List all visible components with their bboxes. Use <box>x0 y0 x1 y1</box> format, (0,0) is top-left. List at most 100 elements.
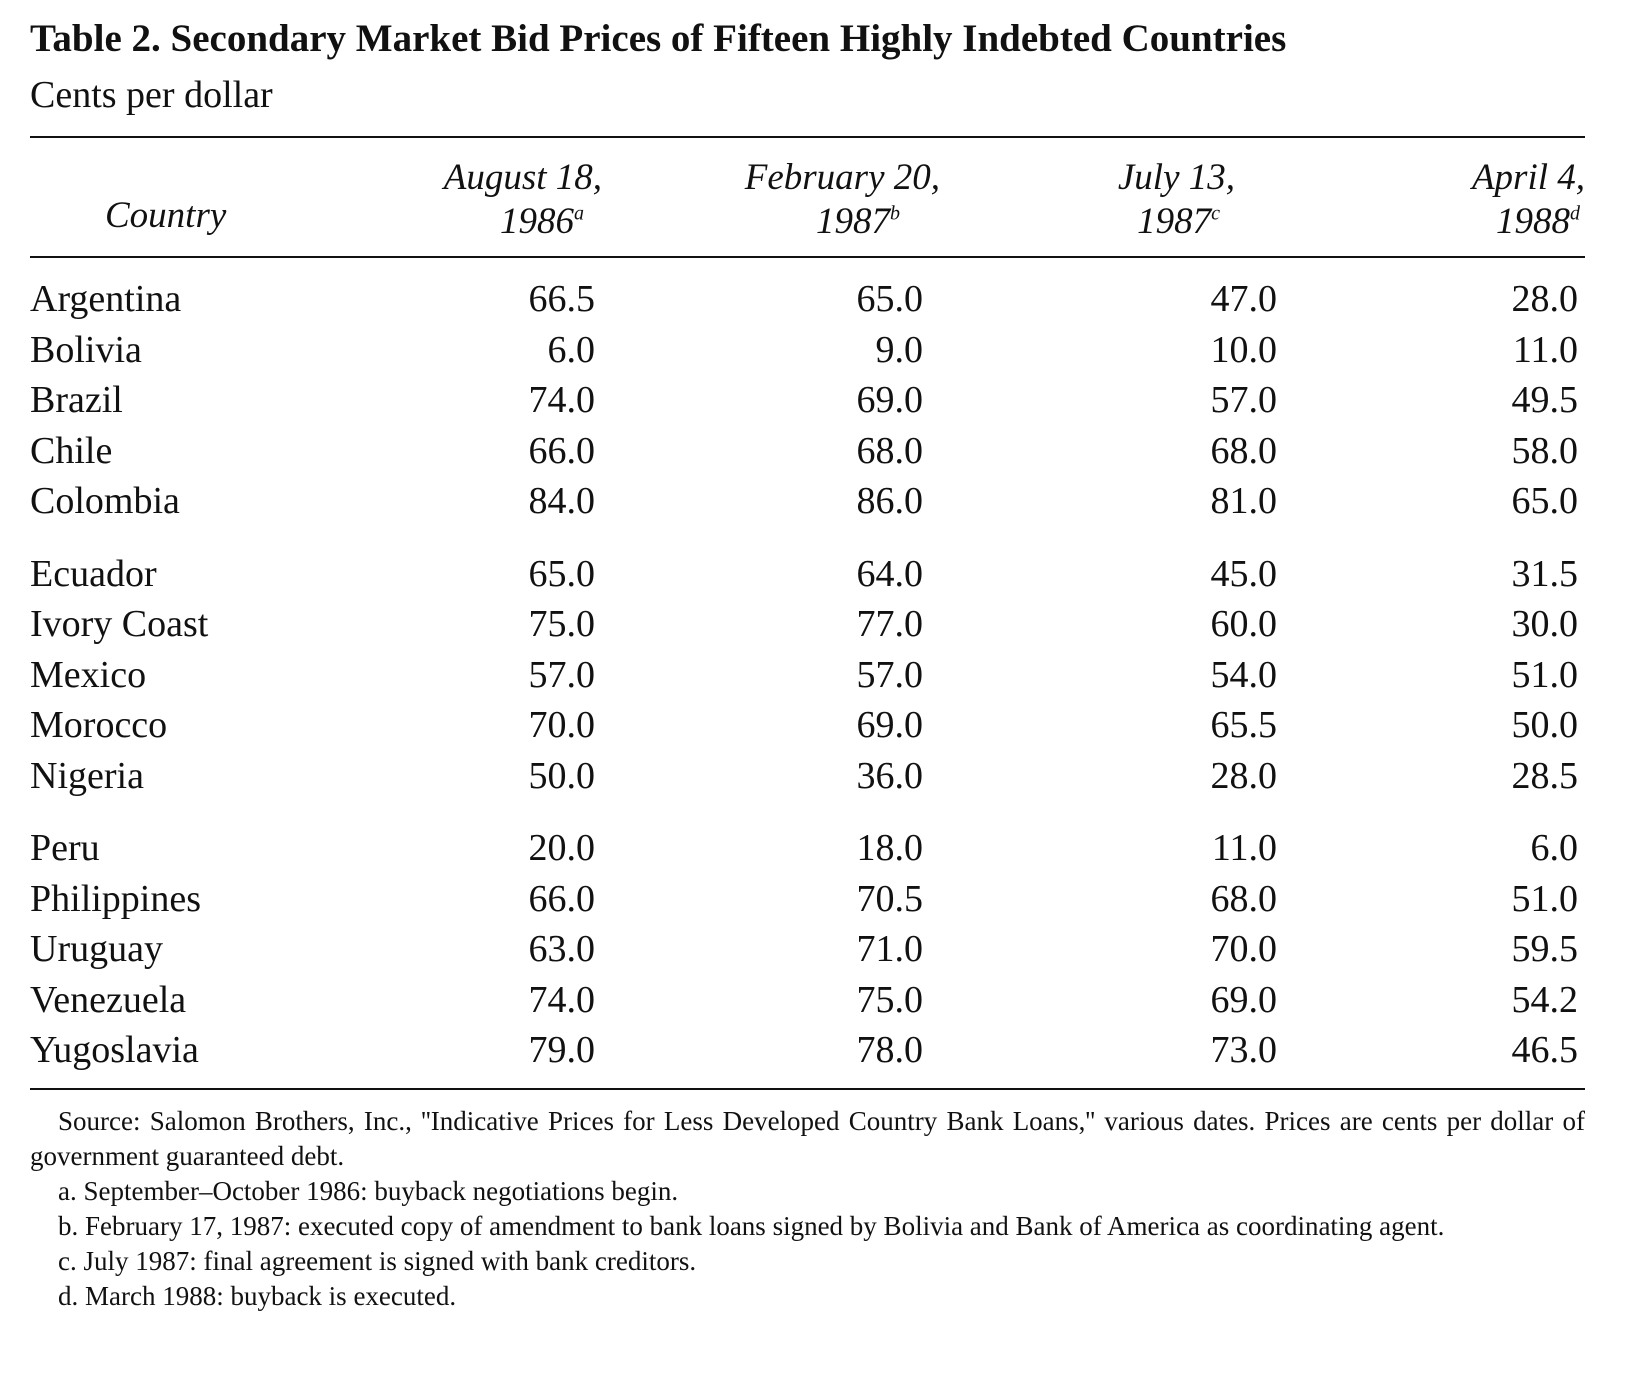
table-row: Philippines 66.0 70.5 68.0 51.0 <box>30 874 1585 925</box>
header-jul-1987-line2: 1987c <box>1137 201 1220 242</box>
cell-value: 71.0 <box>856 928 924 970</box>
cell-value: 77.0 <box>856 603 924 645</box>
cell-country: Yugoslavia <box>30 1029 199 1071</box>
cell-value: 69.0 <box>1210 978 1278 1021</box>
cell-value: 50.0 <box>528 754 596 797</box>
cell-value: 57.0 <box>528 653 596 696</box>
cell-value: 65.0 <box>528 552 596 595</box>
cell-value: 65.0 <box>856 278 924 320</box>
table-row: Ivory Coast 75.0 77.0 60.0 30.0 <box>30 599 1585 650</box>
cell-value: 70.5 <box>856 877 924 920</box>
table-row: Chile 66.0 68.0 68.0 58.0 <box>30 426 1585 477</box>
table-row: Brazil 74.0 69.0 57.0 49.5 <box>30 375 1585 426</box>
cell-value: 59.5 <box>1511 928 1579 970</box>
table-row: Venezuela 74.0 75.0 69.0 54.2 <box>30 975 1585 1026</box>
table-row: Ecuador 65.0 64.0 45.0 31.5 <box>30 549 1585 600</box>
header-rule <box>30 256 1585 258</box>
cell-value: 46.5 <box>1511 1029 1579 1071</box>
cell-value: 69.0 <box>856 704 924 746</box>
header-aug-1986-line1: August 18, <box>443 157 602 198</box>
cell-value: 9.0 <box>875 328 924 371</box>
footnote-mark-d: d <box>1570 202 1580 225</box>
table-header: Country August 18, 1986a February 20, 19… <box>30 138 1585 256</box>
footnote-a: a. September–October 1986: buyback negot… <box>58 1175 679 1206</box>
cell-value: 20.0 <box>528 827 596 869</box>
cell-country: Bolivia <box>30 328 142 371</box>
cell-country: Nigeria <box>30 754 144 797</box>
table-subtitle: Cents per dollar <box>30 74 273 116</box>
cell-value: 31.5 <box>1511 552 1579 595</box>
cell-value: 68.0 <box>856 429 924 472</box>
cell-value: 18.0 <box>856 827 924 869</box>
cell-value: 54.2 <box>1511 978 1579 1021</box>
cell-value: 11.0 <box>1211 827 1277 869</box>
cell-country: Uruguay <box>30 928 163 970</box>
table-row: Colombia 84.0 86.0 81.0 65.0 <box>30 476 1585 527</box>
cell-country: Peru <box>30 827 100 869</box>
cell-value: 69.0 <box>856 379 924 421</box>
cell-value: 50.0 <box>1511 704 1579 746</box>
cell-value: 73.0 <box>1210 1029 1278 1071</box>
table-title: Table 2. Secondary Market Bid Prices of … <box>30 17 1287 60</box>
footnote-mark-a: a <box>574 202 584 225</box>
header-aug-1986-line2: 1986a <box>500 201 584 242</box>
footnote-c: c. July 1987: final agreement is signed … <box>58 1245 697 1276</box>
cell-value: 70.0 <box>1210 928 1278 970</box>
cell-value: 65.0 <box>1511 480 1579 522</box>
cell-value: 28.0 <box>1210 754 1278 797</box>
cell-value: 64.0 <box>856 552 924 595</box>
header-feb-1987-line1: February 20, <box>744 157 940 198</box>
footnote-b: b. February 17, 1987: executed copy of a… <box>58 1210 1445 1241</box>
cell-value: 68.0 <box>1210 429 1278 472</box>
cell-country: Ivory Coast <box>30 603 209 645</box>
header-jul-1987: July 13, 1987c <box>1070 156 1235 244</box>
cell-value: 57.0 <box>1210 379 1278 421</box>
header-aug-1986: August 18, 1986a <box>412 156 602 244</box>
cell-value: 57.0 <box>856 653 924 696</box>
table-row: Uruguay 63.0 71.0 70.0 59.5 <box>30 924 1585 975</box>
cell-value: 6.0 <box>547 328 596 371</box>
header-apr-1988-line2: 1988d <box>1496 201 1580 242</box>
cell-value: 81.0 <box>1210 480 1278 522</box>
cell-value: 78.0 <box>856 1029 924 1071</box>
cell-value: 86.0 <box>856 480 924 522</box>
table-row: Mexico 57.0 57.0 54.0 51.0 <box>30 650 1585 701</box>
cell-country: Mexico <box>30 653 147 696</box>
bottom-rule <box>30 1087 1585 1090</box>
cell-value: 47.0 <box>1210 278 1278 320</box>
header-country: Country <box>105 195 227 236</box>
cell-value: 75.0 <box>528 603 596 645</box>
header-apr-1988-line1: April 4, <box>1471 157 1585 198</box>
cell-value: 65.5 <box>1210 704 1278 746</box>
cell-value: 10.0 <box>1210 328 1278 371</box>
table-row: Bolivia 6.0 9.0 10.0 11.0 <box>30 325 1585 376</box>
cell-country: Morocco <box>30 704 168 746</box>
source-note: Source: Salomon Brothers, Inc., ''Indica… <box>30 1105 1585 1171</box>
cell-value: 63.0 <box>528 928 596 970</box>
cell-value: 68.0 <box>1210 877 1278 920</box>
cell-value: 74.0 <box>528 379 596 421</box>
cell-value: 70.0 <box>528 704 596 746</box>
cell-country: Argentina <box>30 278 182 320</box>
cell-country: Brazil <box>30 379 123 421</box>
table-body: Argentina 66.5 65.0 47.0 28.0 Bolivia 6.… <box>30 274 1585 1076</box>
cell-country: Colombia <box>30 480 180 522</box>
cell-country: Ecuador <box>30 552 157 595</box>
footnote-d: d. March 1988: buyback is executed. <box>58 1280 457 1311</box>
table-row: Yugoslavia 79.0 78.0 73.0 46.5 <box>30 1025 1585 1076</box>
cell-value: 66.0 <box>528 877 596 920</box>
cell-value: 45.0 <box>1210 552 1278 595</box>
table-row: Peru 20.0 18.0 11.0 6.0 <box>30 823 1585 874</box>
cell-value: 74.0 <box>528 978 596 1021</box>
footnote-mark-b: b <box>890 202 900 225</box>
cell-value: 49.5 <box>1511 379 1579 421</box>
table-page: Table 2. Secondary Market Bid Prices of … <box>30 14 1590 1314</box>
cell-value: 51.0 <box>1511 653 1579 696</box>
table-row: Morocco 70.0 69.0 65.5 50.0 <box>30 700 1585 751</box>
cell-value: 28.0 <box>1511 278 1579 320</box>
cell-value: 36.0 <box>856 754 924 797</box>
header-jul-1987-line1: July 13, <box>1117 157 1235 198</box>
header-feb-1987-line2: 1987b <box>816 201 900 242</box>
cell-value: 66.5 <box>528 278 596 320</box>
cell-value: 11.0 <box>1512 328 1578 371</box>
